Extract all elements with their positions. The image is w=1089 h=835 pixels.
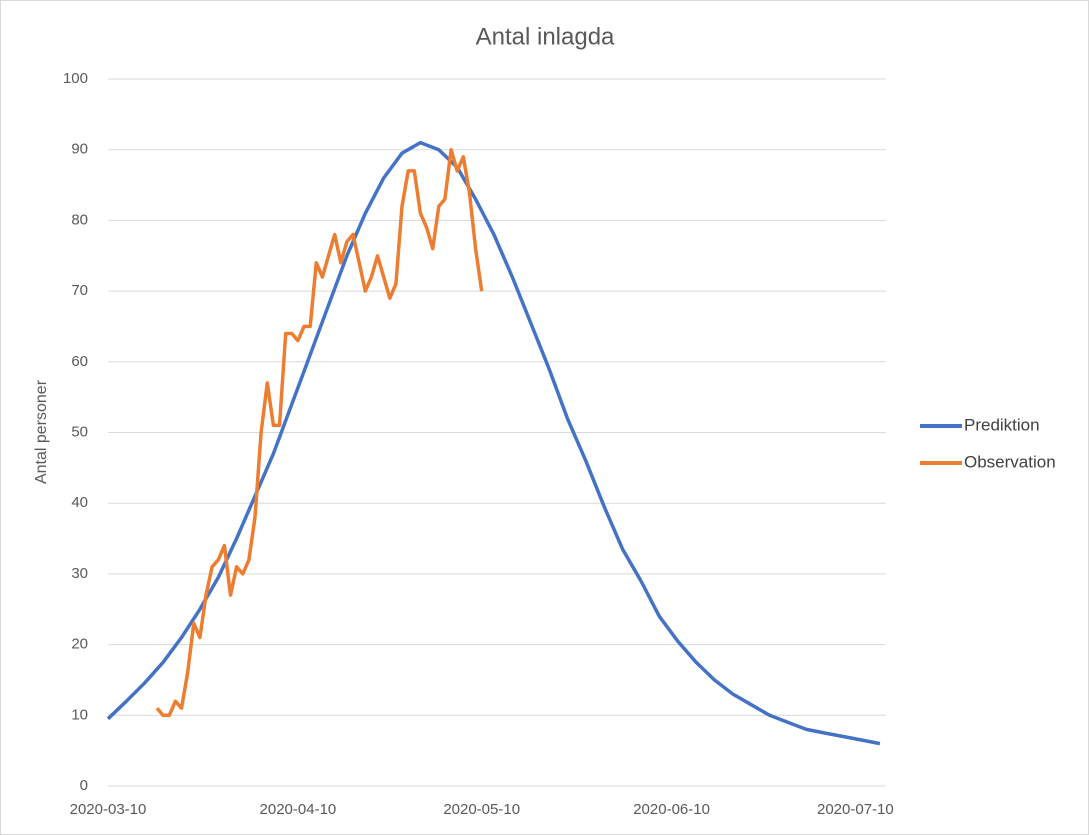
y-tick-label: 80 <box>71 211 88 228</box>
y-tick-label: 60 <box>71 353 88 370</box>
legend-label: Observation <box>964 452 1056 471</box>
y-axis-label: Antal personer <box>33 379 50 484</box>
legend-label: Prediktion <box>964 415 1040 434</box>
y-tick-label: 10 <box>71 706 88 723</box>
y-tick-label: 70 <box>71 282 88 299</box>
series-line <box>106 140 881 746</box>
y-tick-label: 90 <box>71 141 88 158</box>
y-tick-label: 30 <box>71 565 88 582</box>
y-tick-label: 20 <box>71 636 88 653</box>
y-tick-label: 50 <box>71 423 88 440</box>
chart-title: Antal inlagda <box>476 23 615 50</box>
series-line <box>155 147 484 718</box>
x-tick-label: 2020-07-10 <box>817 801 894 818</box>
x-tick-label: 2020-05-10 <box>443 801 520 818</box>
y-tick-label: 100 <box>63 70 88 87</box>
x-tick-label: 2020-03-10 <box>70 801 147 818</box>
y-tick-label: 0 <box>80 777 88 794</box>
x-tick-label: 2020-04-10 <box>260 801 337 818</box>
x-tick-label: 2020-06-10 <box>633 801 710 818</box>
y-tick-label: 40 <box>71 494 88 511</box>
